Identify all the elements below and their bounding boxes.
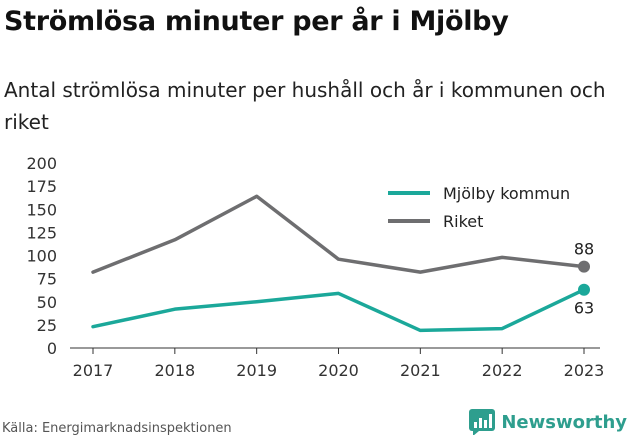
source-note: Källa: Energimarknadsinspektionen (2, 421, 232, 436)
series-line-mjolby (91, 287, 586, 333)
x-tick-label: 2022 (482, 361, 523, 380)
y-tick-label: 125 (26, 223, 57, 242)
y-tick-label: 150 (26, 200, 57, 219)
brand-name: Newsworthy (501, 411, 627, 433)
y-tick-label: 75 (37, 270, 57, 289)
x-tick-label: 2020 (318, 361, 359, 380)
line-chart: 0 25 50 75 100 125 150 175 200 2017 2018 2019 2020 20… (26, 154, 605, 380)
end-value-label: 88 (574, 240, 594, 259)
legend-box (384, 180, 598, 238)
x-tick-label: 2023 (564, 361, 605, 380)
legend-label: Mjölby kommun (443, 184, 570, 203)
legend-label: Riket (443, 212, 483, 231)
x-tick-label: 2017 (73, 361, 114, 380)
y-tick-label: 0 (47, 339, 57, 358)
y-tick-label: 50 (37, 293, 57, 312)
chart-subtitle: Antal strömlösa minuter per hushåll och … (4, 78, 606, 134)
y-tick-label: 100 (26, 247, 57, 266)
newsworthy-logo-icon (469, 409, 496, 435)
y-tick-label: 200 (26, 154, 57, 173)
end-point-marker (578, 283, 590, 296)
x-tick-label: 2018 (154, 361, 195, 380)
end-point-marker (578, 260, 590, 273)
y-tick-label: 25 (37, 316, 57, 335)
x-tick-label: 2021 (400, 361, 441, 380)
brand-logo: Newsworthy (469, 407, 627, 437)
y-tick-label: 175 (26, 177, 57, 196)
end-value-label: 63 (574, 299, 594, 318)
x-tick-label: 2019 (236, 361, 277, 380)
chart-title: Strömlösa minuter per år i Mjölby (4, 6, 509, 37)
